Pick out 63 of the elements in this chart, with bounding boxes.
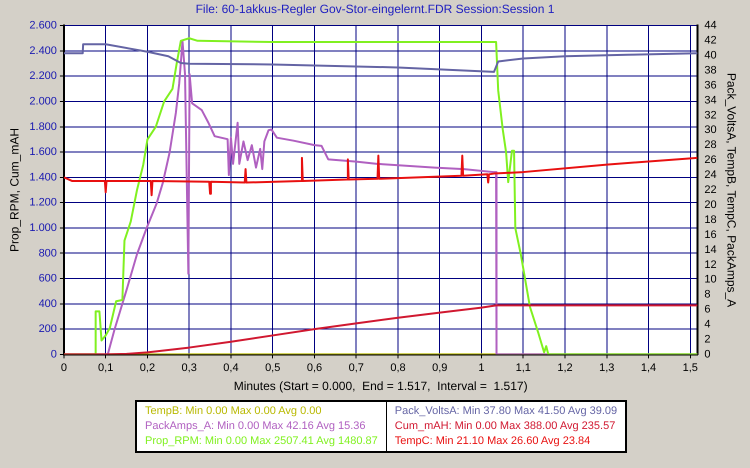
y-tick-label: 2.400 — [29, 44, 57, 57]
x-tick-label: 1,2 — [557, 362, 573, 374]
x-tick-label: 0,8 — [390, 362, 406, 374]
y2-tick-label: 24 — [704, 169, 717, 182]
y-axis-title: Prop_RPM, Cum_mAH — [8, 128, 22, 252]
x-tick-label: 0,3 — [182, 362, 197, 374]
x-tick-label: 0,7 — [348, 362, 364, 374]
y2-tick-label: 22 — [704, 184, 717, 196]
y2-axis-title: Pack_VoltsA, TempB, TempC, PackAmps_A — [724, 72, 738, 308]
y2-tick-label: 26 — [704, 154, 717, 166]
x-tick-label: 0,1 — [98, 362, 114, 374]
x-tick-label: 0,2 — [140, 362, 156, 374]
y2-tick-label: 4 — [704, 318, 710, 331]
y2-tick-label: 34 — [704, 94, 717, 106]
y2-tick-label: 2 — [704, 333, 710, 346]
x-tick-label: 1,1 — [516, 362, 531, 374]
y-tick-label: 200 — [38, 323, 57, 336]
x-tick-label: 0 — [60, 362, 67, 374]
y2-tick-label: 10 — [704, 274, 717, 286]
y2-tick-label: 8 — [704, 288, 710, 301]
y-tick-label: 600 — [38, 272, 57, 285]
text: Prop_RPM: Min 0.00 Max 2507.41 Avg 1480.87 — [145, 434, 378, 449]
y2-tick-label: 40 — [704, 50, 717, 62]
y2-tick-label: 0 — [704, 348, 710, 360]
text: PackAmps_A: Min 0.00 Max 42.16 Avg 15.36 — [145, 419, 367, 434]
y2-tick-label: 12 — [704, 258, 717, 271]
text: TempC: Min 21.10 Max 26.60 Avg 23.84 — [394, 434, 592, 449]
y2-tick-label: 14 — [704, 244, 717, 256]
chart-title: File: 60-1akkus-Regler Gov-Stor-eingelernt.FDR Session:Session 1 — [194, 2, 556, 16]
y-tick-label: 0 — [50, 348, 57, 360]
y-tick-label: 1.800 — [29, 120, 57, 133]
y-tick-label: 1.200 — [29, 196, 57, 209]
x-tick-label: 0,6 — [306, 362, 322, 374]
y2-tick-label: 18 — [704, 214, 717, 226]
y2-tick-label: 38 — [704, 64, 717, 76]
y2-tick-label: 30 — [704, 124, 717, 136]
y2-tick-label: 16 — [704, 228, 717, 241]
text: Cum_mAH: Min 0.00 Max 388.00 Avg 235.57 — [394, 419, 616, 434]
y-tick-label: 800 — [38, 247, 57, 260]
y2-tick-label: 42 — [704, 34, 717, 47]
y-tick-label: 1.400 — [29, 171, 57, 184]
y-tick-label: 2.200 — [29, 70, 57, 82]
x-tick-label: 0,9 — [432, 362, 448, 374]
x-tick-label: 1,5 — [682, 362, 698, 374]
y2-tick-label: 6 — [704, 304, 710, 316]
x-tick-label: 0,5 — [265, 362, 280, 374]
y2-tick-label: 44 — [704, 20, 717, 32]
y-tick-label: 1.000 — [29, 222, 57, 234]
x-tick-label: 1,4 — [640, 362, 656, 374]
text: Pack_VoltsA: Min 37.80 Max 41.50 Avg 39.09 — [394, 404, 618, 419]
y2-tick-label: 28 — [704, 139, 717, 152]
y-tick-label: 2.600 — [29, 20, 57, 32]
x-tick-label: 1,3 — [599, 362, 614, 374]
x-tick-label: 0,4 — [223, 362, 239, 374]
y2-tick-label: 36 — [704, 79, 717, 92]
y-tick-label: 2.000 — [29, 96, 57, 108]
x-axis-title: Minutes (Start = 0.000, End = 1.517, Interval = 1.517) — [234, 379, 528, 394]
y-tick-label: 400 — [38, 298, 57, 310]
y2-tick-label: 20 — [704, 198, 717, 211]
text: TempB: Min 0.00 Max 0.00 Avg 0.00 — [145, 404, 323, 419]
y-tick-label: 1.600 — [29, 146, 57, 158]
x-tick-label: 1 — [478, 362, 485, 374]
y2-tick-label: 32 — [704, 109, 717, 122]
